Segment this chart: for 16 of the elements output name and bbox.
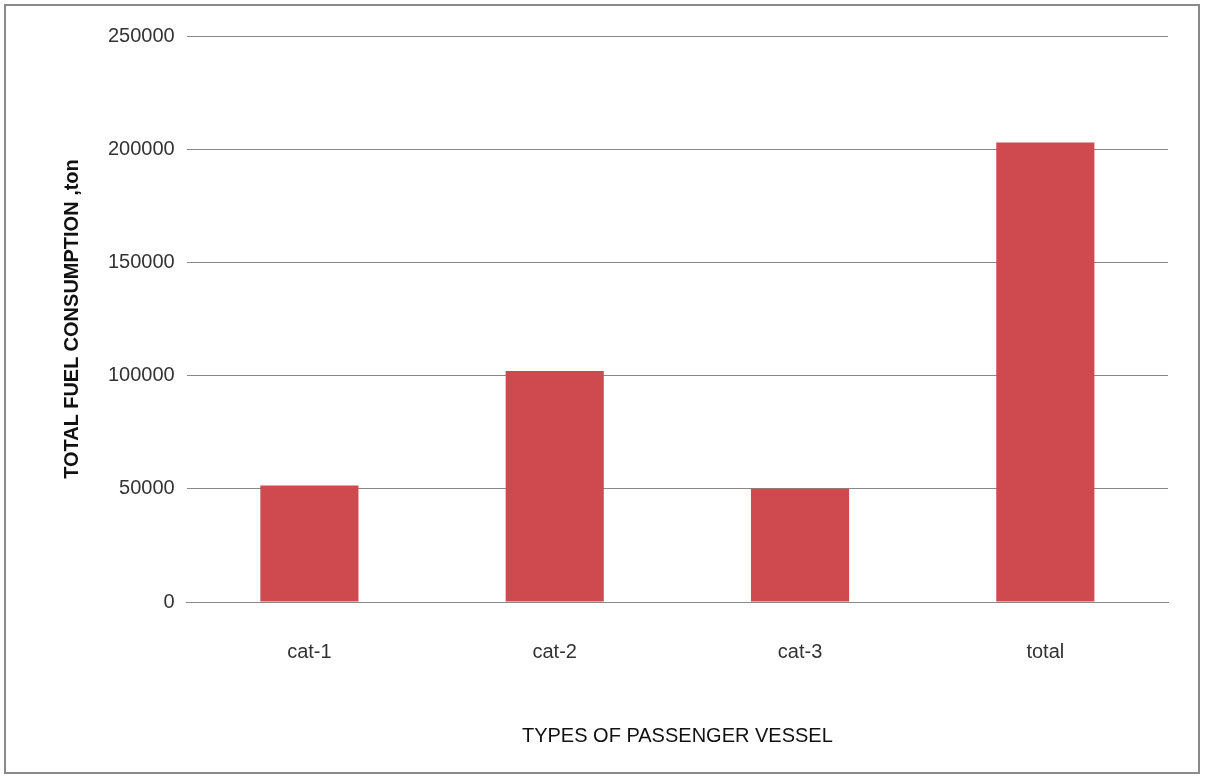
- y-tick-label: 250000: [107, 23, 175, 46]
- x-tick-label: total: [1026, 639, 1065, 662]
- y-tick-label: 50000: [119, 476, 175, 499]
- y-tick-label: 150000: [107, 249, 175, 272]
- x-axis-title: TYPES OF PASSENGER VESSEL: [521, 723, 833, 746]
- bar: [260, 485, 359, 602]
- x-tick-label: cat-1: [287, 639, 332, 662]
- x-tick-label: cat-3: [777, 639, 823, 662]
- bar: [996, 142, 1095, 602]
- x-tick-label: cat-2: [532, 639, 577, 662]
- y-tick-label: 0: [163, 589, 175, 612]
- y-tick-label: 200000: [107, 136, 175, 159]
- y-tick-label: 100000: [107, 363, 175, 386]
- bar: [750, 488, 850, 602]
- y-axis-title: TOTAL FUEL CONSUMPTION ,ton: [59, 159, 82, 479]
- bar: [505, 371, 604, 602]
